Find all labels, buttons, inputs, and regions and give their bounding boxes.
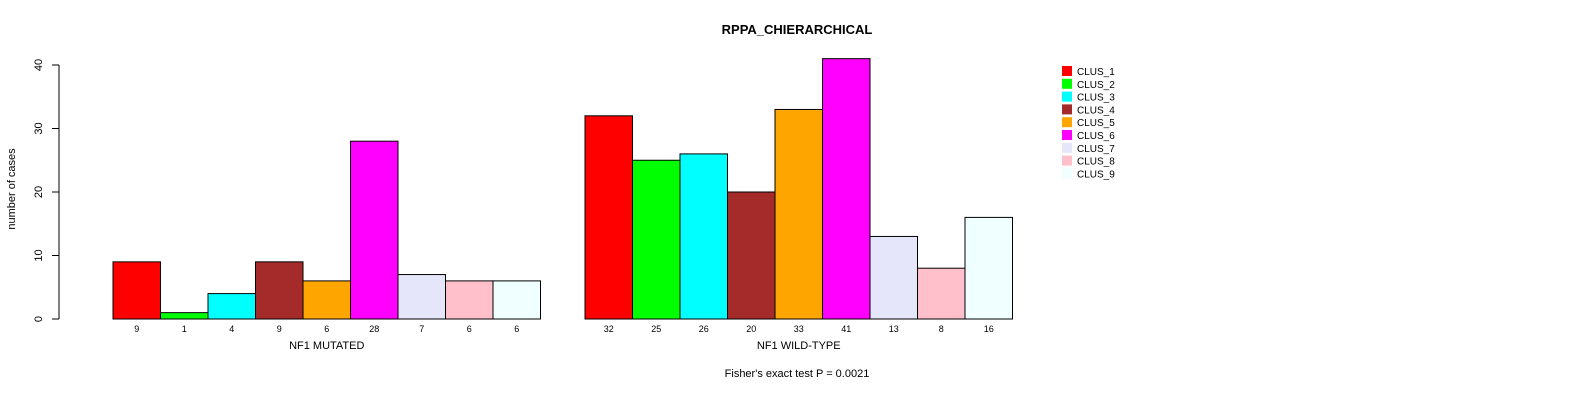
legend-entry: CLUS_1 — [1077, 67, 1115, 78]
legend-swatch — [1062, 142, 1072, 153]
bar-count-label: 32 — [604, 324, 614, 334]
legend-swatch — [1062, 117, 1072, 128]
bar — [112, 261, 161, 320]
fisher-test-result: Fisher's exact test P = 0.0021 — [725, 368, 870, 380]
bar — [255, 261, 304, 320]
legend-swatch — [1062, 91, 1072, 102]
legend-entry: CLUS_9 — [1077, 169, 1115, 180]
legend-entry: CLUS_8 — [1077, 157, 1115, 168]
bar-count-label: 8 — [939, 324, 944, 334]
legend-entry: CLUS_5 — [1077, 118, 1115, 129]
y-tick-label: 30 — [33, 122, 45, 134]
bar — [492, 280, 541, 320]
legend-entry: CLUS_4 — [1077, 105, 1115, 116]
bar — [964, 216, 1013, 320]
bar-count-label: 33 — [794, 324, 804, 334]
legend-swatch — [1062, 168, 1072, 179]
bar-count-label: 25 — [651, 324, 661, 334]
bar-count-label: 41 — [841, 324, 851, 334]
bar — [632, 159, 681, 320]
bar-count-label: 7 — [419, 324, 424, 334]
legend-swatch — [1062, 130, 1072, 140]
bar-group: 9 1 4 9 6 28 7 6 6 NF1 MUTATED — [112, 140, 541, 352]
bar-count-label: 26 — [699, 324, 709, 334]
bar — [869, 235, 918, 320]
bar-count-label: 28 — [369, 324, 379, 334]
bar-count-label: 9 — [134, 324, 139, 334]
y-tick-label: 20 — [33, 186, 45, 198]
bar-count-label: 16 — [984, 324, 994, 334]
chart-title: RPPA_CHIERARCHICAL — [722, 22, 873, 37]
bar — [207, 293, 256, 320]
bar — [302, 280, 351, 320]
legend-entry: CLUS_7 — [1077, 144, 1115, 155]
bar — [774, 108, 823, 320]
legend-swatch — [1062, 66, 1072, 76]
bar-count-label: 20 — [746, 324, 756, 334]
bar — [160, 312, 209, 320]
bar-count-label: 6 — [467, 324, 472, 334]
legend-swatch — [1062, 104, 1072, 115]
legend-swatch — [1062, 155, 1072, 166]
bar — [445, 280, 494, 320]
bar — [350, 140, 399, 320]
bar-groups: 9 1 4 9 6 28 7 6 6 NF1 MUTATED 32 25 26 20 33 41 13 8 16 NF… — [112, 58, 1013, 352]
bar-group: 32 25 26 20 33 41 13 8 16 NF1 WILD-TYPE — [584, 58, 1013, 352]
bar — [397, 274, 446, 320]
bar-count-label: 13 — [889, 324, 899, 334]
y-tick-label: 40 — [33, 59, 45, 71]
bar-count-label: 9 — [277, 324, 282, 334]
bar — [584, 115, 633, 320]
legend-swatch — [1062, 78, 1072, 89]
bar-count-label: 1 — [182, 324, 187, 334]
bar-count-label: 6 — [324, 324, 329, 334]
group-label: NF1 MUTATED — [289, 340, 364, 352]
bar — [822, 58, 871, 320]
y-tick-label: 10 — [33, 249, 45, 261]
y-axis-label: number of cases — [6, 148, 18, 230]
bar — [679, 153, 728, 320]
y-tick-label: 0 — [33, 316, 45, 322]
group-label: NF1 WILD-TYPE — [757, 340, 841, 352]
legend-entry: CLUS_2 — [1077, 80, 1115, 91]
y-axis: 0 10 20 30 40 — [33, 59, 60, 322]
bar — [727, 191, 776, 320]
bar-count-label: 6 — [514, 324, 519, 334]
legend-entry: CLUS_3 — [1077, 93, 1115, 104]
bar-count-label: 4 — [229, 324, 234, 334]
legend-entry: CLUS_6 — [1077, 131, 1115, 142]
bar — [917, 267, 966, 320]
